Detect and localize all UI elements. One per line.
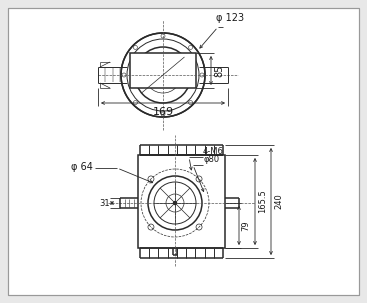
Bar	[138, 155, 225, 248]
Circle shape	[161, 74, 164, 76]
Circle shape	[119, 31, 207, 119]
Bar	[130, 53, 196, 88]
Bar	[138, 155, 225, 248]
Circle shape	[174, 201, 177, 205]
Text: 79: 79	[241, 220, 250, 231]
Text: φ80: φ80	[203, 155, 219, 164]
Text: 240: 240	[274, 194, 283, 209]
Text: 169: 169	[152, 107, 174, 117]
Text: φ 64: φ 64	[71, 162, 93, 172]
Text: 165.5: 165.5	[258, 190, 267, 213]
Bar	[110, 23, 266, 93]
Text: φ 123: φ 123	[216, 13, 244, 23]
Text: 31: 31	[99, 198, 110, 208]
Text: 85: 85	[214, 64, 224, 77]
Text: 4-M6: 4-M6	[203, 147, 224, 156]
